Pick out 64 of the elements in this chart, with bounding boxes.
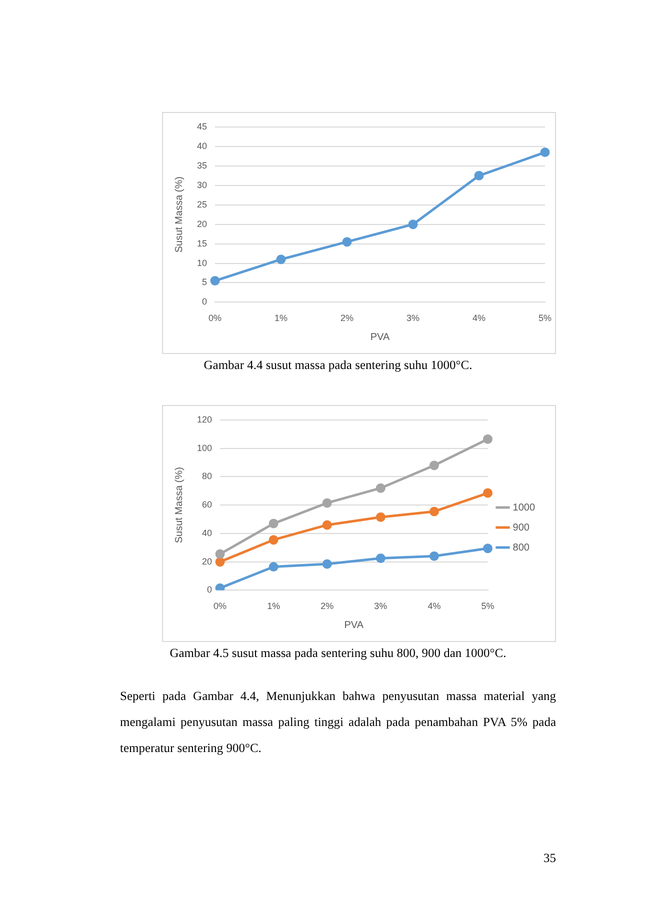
point [474, 170, 484, 180]
point [215, 583, 225, 590]
text: Gambar 4.5 susut massa pada sentering suhu 800, 900 dan 1000°C. [168, 646, 508, 661]
point [268, 562, 278, 572]
x-tick-label: 2% [340, 313, 354, 324]
y-tick-label: 35 [196, 160, 208, 170]
text: Seperti pada Gambar 4.4, Menunjukkan bahwa penyusutan massa material yang mengalami penyusutan massa paling tinggi adalah pada penambahan PVA 5% pada temperatur sentering 900°C. [120, 688, 556, 757]
x-axis-title: PVA [370, 332, 390, 343]
point [276, 254, 286, 264]
y-tick-label: 45 [196, 121, 208, 132]
y-tick-label: 20 [196, 218, 208, 229]
x-tick-label: 5% [538, 313, 552, 324]
y-tick-label: 0 [202, 296, 208, 307]
y-tick-label: 20 [202, 556, 212, 566]
point [268, 518, 278, 528]
y-tick-label: 0 [207, 584, 212, 595]
x-tick-label: 4% [472, 313, 486, 324]
text: Gambar 4.4 susut massa pada sentering suhu 1000°C. [202, 358, 474, 373]
point [376, 483, 386, 493]
y-axis-title: Susut Massa (%) [174, 467, 185, 544]
x-tick-label: 0% [208, 313, 222, 324]
x-tick-label: 1% [274, 313, 288, 324]
x-tick-label: 5% [481, 601, 494, 612]
point [268, 535, 278, 545]
point [429, 506, 439, 516]
legend-label: 1000 [512, 502, 536, 514]
x-tick-label: 1% [267, 601, 280, 612]
y-tick-label: 60 [202, 500, 212, 510]
point [376, 512, 386, 522]
point [342, 237, 352, 247]
point [429, 460, 439, 470]
y-tick-label: 10 [196, 258, 208, 268]
point [483, 544, 493, 554]
x-tick-label: 3% [374, 601, 388, 612]
legend-label: 900 [512, 522, 530, 534]
point [322, 559, 332, 569]
x-tick-label: 3% [406, 313, 420, 324]
x-tick-label: 0% [214, 601, 227, 612]
point [408, 220, 418, 230]
y-tick-label: 15 [196, 238, 208, 248]
y-tick-label: 80 [202, 471, 212, 482]
point [215, 557, 225, 567]
x-tick-label: 4% [428, 601, 441, 612]
y-tick-label: 120 [196, 414, 212, 424]
y-tick-label: 100 [196, 442, 212, 453]
y-tick-label: 5 [202, 277, 208, 288]
point [215, 549, 225, 559]
point [483, 434, 493, 444]
point [210, 276, 220, 286]
point [322, 498, 332, 508]
y-tick-label: 25 [196, 199, 208, 210]
legend-label: 800 [512, 542, 530, 554]
point [322, 520, 332, 530]
y-axis-title: Susut Massa (%) [174, 176, 185, 253]
y-tick-label: 40 [202, 528, 212, 538]
point [429, 551, 439, 561]
x-axis-title: PVA [344, 620, 364, 631]
y-tick-label: 40 [196, 140, 208, 151]
text: 35 [542, 851, 556, 866]
point [483, 488, 493, 498]
y-tick-label: 30 [196, 180, 208, 190]
x-tick-label: 2% [320, 601, 334, 612]
point [376, 554, 386, 564]
point [540, 148, 550, 158]
